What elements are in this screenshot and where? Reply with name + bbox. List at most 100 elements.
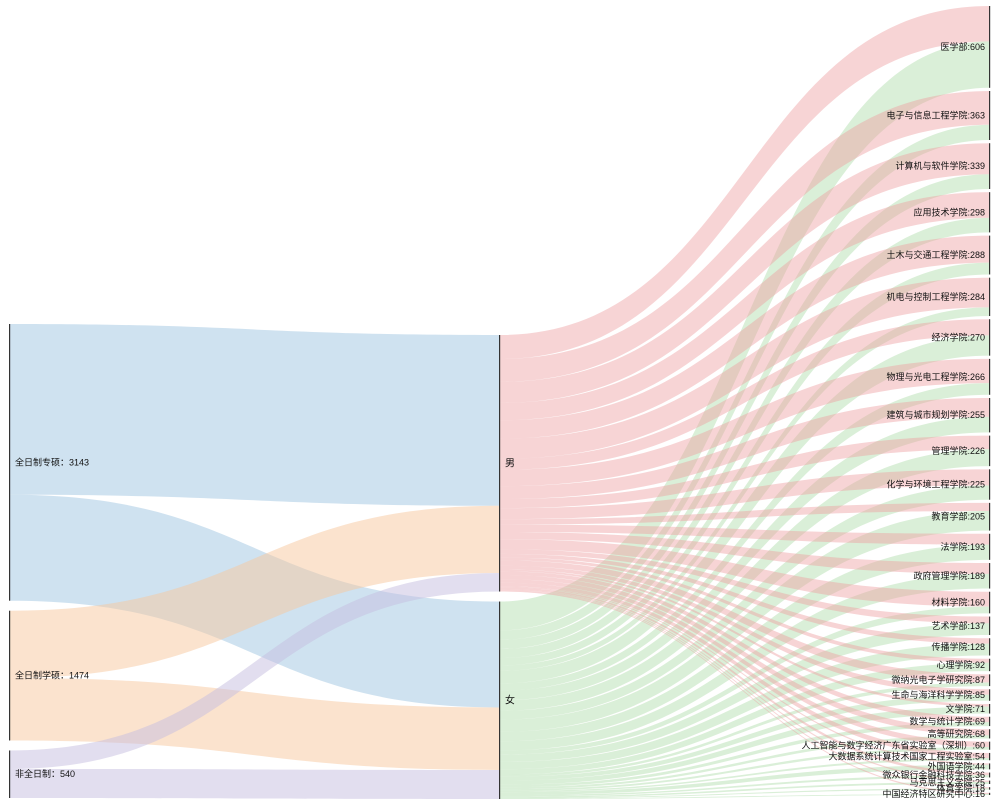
link-female-15 [500, 623, 990, 762]
school-node-9 [989, 435, 991, 467]
link-male-1 [500, 91, 990, 382]
school-label-3: 应用技术学院:298 [913, 206, 985, 217]
school-node-28 [989, 787, 991, 790]
school-label-21: 数学与统计学院:69 [909, 715, 985, 726]
link-male-11 [500, 502, 990, 525]
school-label-9: 管理学院:226 [931, 445, 985, 456]
school-node-4 [989, 235, 991, 275]
link-male-10 [500, 469, 990, 520]
school-label-19: 生命与海洋科学学院:85 [891, 689, 985, 700]
gender-label-1: 女 [505, 693, 515, 706]
school-label-22: 高等研究院:68 [927, 728, 985, 739]
school-label-23: 人工智能与数字经济广东省实验室（深圳）:60 [801, 740, 985, 751]
link-female-21 [500, 722, 990, 788]
school-node-20 [989, 703, 991, 714]
school-node-1 [989, 91, 991, 141]
school-node-13 [989, 563, 991, 589]
link-male-5 [500, 277, 990, 459]
school-label-18: 微纳光电子学研究院:87 [891, 674, 985, 685]
link-female-5 [500, 307, 990, 671]
gender-node-0 [499, 335, 501, 592]
school-node-11 [989, 502, 991, 531]
link-male-8 [500, 397, 990, 500]
school-label-2: 计算机与软件学院:339 [895, 160, 985, 171]
link-female-16 [500, 643, 990, 770]
link-male-28 [500, 589, 990, 789]
link-male-13 [500, 531, 990, 574]
school-node-16 [989, 638, 991, 656]
link-male-17 [500, 557, 990, 663]
link-male-6 [500, 319, 990, 470]
school-node-7 [989, 358, 991, 395]
school-label-13: 政府管理学院:189 [913, 570, 985, 581]
link-male-9 [500, 435, 990, 509]
sankey-nodes [9, 6, 991, 799]
link-male-20 [500, 569, 990, 707]
school-node-2 [989, 143, 991, 189]
link-male-16 [500, 553, 990, 644]
school-node-14 [989, 591, 991, 614]
link-male-15 [500, 549, 990, 624]
school-label-16: 传播学院:128 [931, 641, 985, 652]
school-label-28: 体育学院:18 [936, 782, 985, 793]
source-label-1: 全日制学硕：1474 [15, 670, 89, 681]
school-label-29: 中国经济特区研究中心:16 [882, 788, 985, 799]
link-female-14 [500, 606, 990, 755]
school-node-23 [989, 741, 991, 750]
link-male-23 [500, 579, 990, 748]
link-female-22 [500, 735, 990, 790]
link-male-14 [500, 539, 990, 607]
link-3 [10, 677, 500, 770]
link-female-18 [500, 682, 990, 777]
link-male-25 [500, 586, 990, 765]
school-node-22 [989, 729, 991, 739]
link-female-7 [500, 383, 990, 691]
link-male-21 [500, 571, 990, 723]
link-male-27 [500, 588, 990, 782]
link-female-28 [500, 788, 990, 799]
school-label-1: 电子与信息工程学院:363 [886, 110, 985, 121]
school-node-29 [989, 792, 991, 795]
school-node-5 [989, 277, 991, 317]
school-node-15 [989, 616, 991, 636]
school-node-26 [989, 772, 991, 778]
school-label-5: 机电与控制工程学院:284 [886, 291, 985, 302]
link-male-0 [500, 6, 990, 359]
school-node-17 [989, 658, 991, 672]
school-node-24 [989, 752, 991, 761]
school-label-7: 物理与光电工程学院:266 [886, 371, 985, 382]
school-label-12: 法学院:193 [940, 541, 985, 552]
link-female-8 [500, 416, 990, 701]
school-label-4: 土木与交通工程学院:288 [886, 249, 985, 260]
school-node-0 [989, 6, 991, 88]
link-female-26 [500, 775, 990, 797]
link-female-17 [500, 662, 990, 775]
link-female-9 [500, 449, 990, 711]
school-label-14: 材料学院:160 [931, 597, 985, 608]
school-node-6 [989, 319, 991, 356]
link-2 [10, 505, 500, 678]
school-label-0: 医学部:606 [940, 41, 985, 52]
gender-node-1 [499, 601, 501, 799]
school-label-6: 经济学院:270 [931, 331, 985, 342]
school-node-3 [989, 192, 991, 233]
school-label-17: 心理学院:92 [936, 659, 985, 670]
school-node-10 [989, 469, 991, 500]
link-female-6 [500, 335, 990, 684]
link-0 [10, 324, 500, 506]
link-male-4 [500, 235, 990, 439]
school-label-25: 外国语学院:44 [927, 760, 985, 771]
sankey-labels: 全日制专硕：3143 全日制学硕：1474 非全日制：540 男女 医学部:606 电子与… [15, 41, 985, 799]
source-node-2 [9, 750, 11, 798]
school-label-15: 艺术学部:137 [931, 620, 985, 631]
link-female-29 [500, 794, 990, 799]
school-node-25 [989, 763, 991, 770]
source-label-2: 非全日制：540 [15, 768, 75, 779]
link-female-12 [500, 544, 990, 742]
link-male-24 [500, 582, 990, 759]
link-male-12 [500, 524, 990, 545]
link-male-18 [500, 560, 990, 683]
link-female-24 [500, 758, 990, 793]
school-node-8 [989, 397, 991, 433]
